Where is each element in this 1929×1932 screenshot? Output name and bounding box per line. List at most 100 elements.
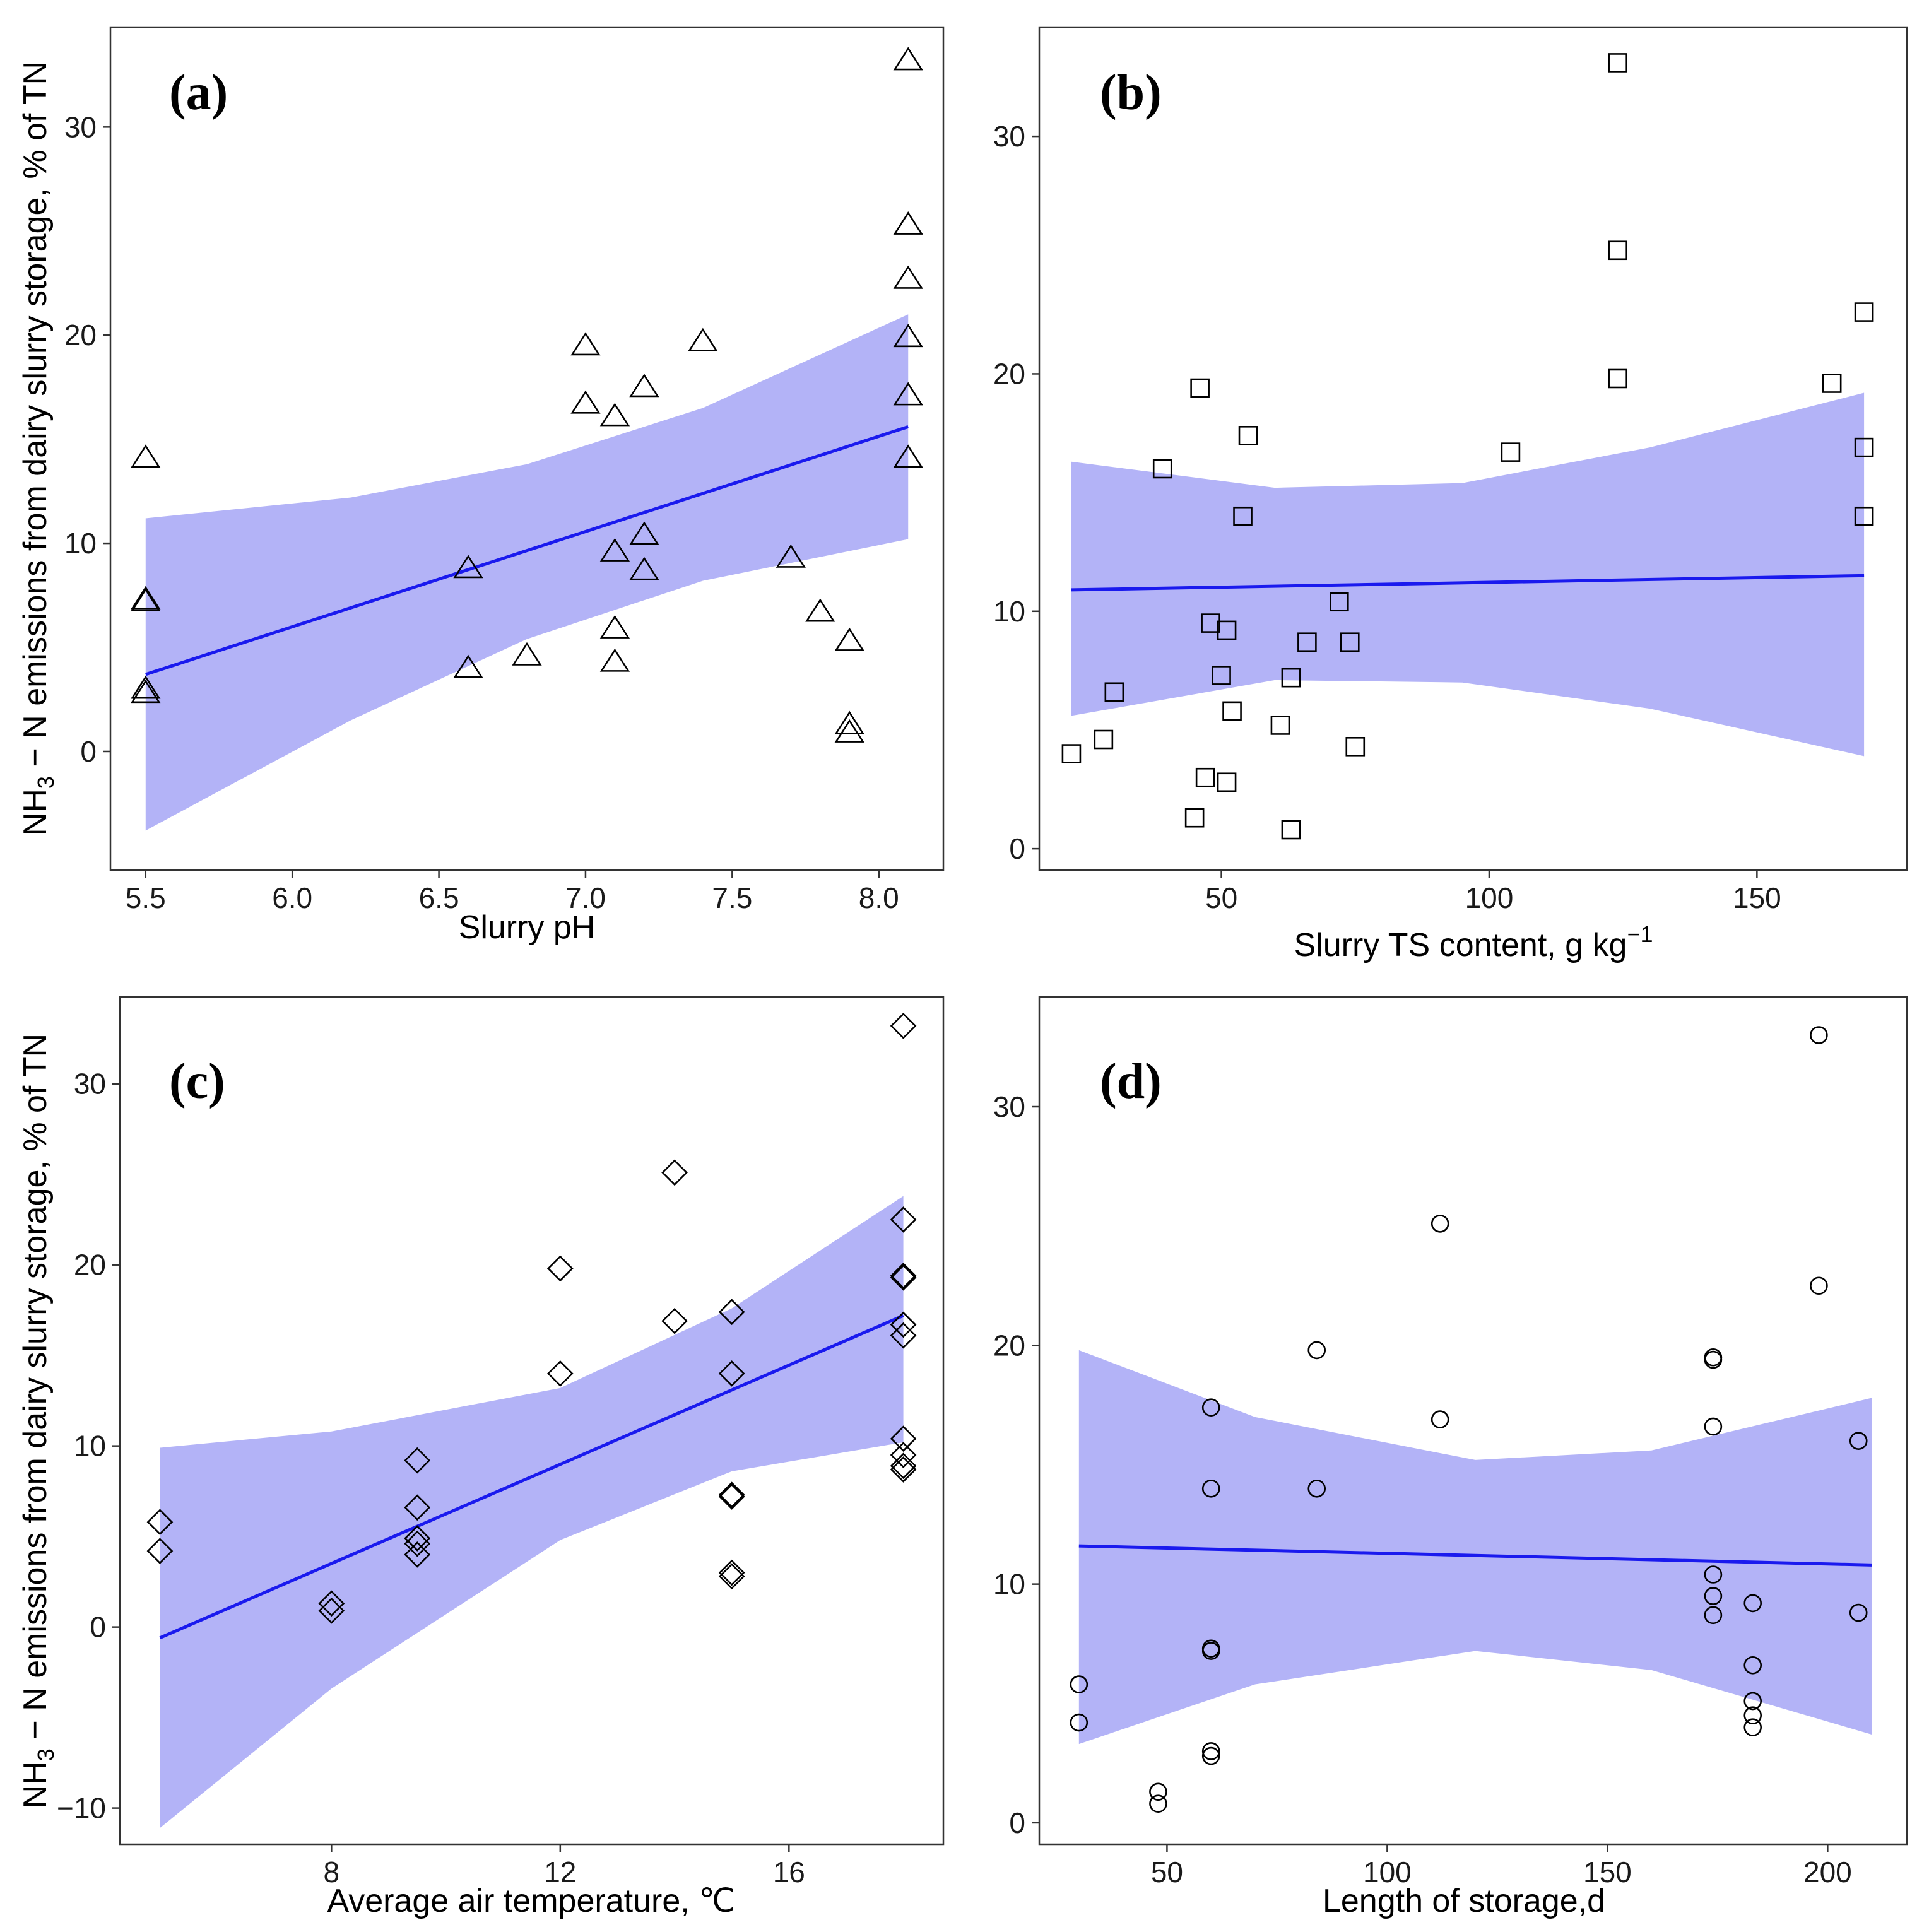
data-point xyxy=(893,444,923,468)
data-point xyxy=(661,1159,688,1186)
data-point xyxy=(1743,1656,1762,1675)
data-point xyxy=(1307,1480,1326,1498)
confidence-band xyxy=(160,1196,904,1829)
x-tick-label: 7.0 xyxy=(565,881,606,914)
panel-label: (c) xyxy=(169,1054,225,1109)
y-axis-title-prefix: NH xyxy=(17,789,54,836)
data-point xyxy=(1743,1706,1762,1725)
data-point xyxy=(893,211,923,235)
y-tick-label: 10 xyxy=(993,595,1025,628)
data-point xyxy=(1222,701,1242,721)
y-tick-label: 30 xyxy=(993,1090,1025,1123)
data-point xyxy=(404,1541,431,1568)
data-point xyxy=(1704,1565,1723,1584)
x-axis-title: Slurry TS content, g kg−1 xyxy=(1294,921,1653,963)
y-tick-label: 0 xyxy=(90,1611,106,1644)
x-tick-label: 12 xyxy=(544,1856,576,1888)
data-point xyxy=(1854,302,1874,322)
x-tick-label: 150 xyxy=(1583,1856,1632,1888)
data-point xyxy=(1608,368,1627,389)
data-point xyxy=(834,710,864,734)
y-axis-title-suffix: − N emissions from dairy slurry storage,… xyxy=(17,61,54,776)
fit-line xyxy=(159,1314,904,1640)
x-axis-title-exponent: −1 xyxy=(1627,921,1653,947)
data-point xyxy=(1195,767,1215,787)
y-axis: −10 0 10 20 30 xyxy=(57,1068,120,1825)
x-tick-label: 6.0 xyxy=(272,881,312,914)
plot-frame xyxy=(1038,26,1908,871)
data-point xyxy=(718,1483,745,1510)
data-point xyxy=(570,390,601,414)
points-layer xyxy=(1061,53,1874,840)
data-point xyxy=(131,675,161,699)
data-point xyxy=(1810,1276,1828,1295)
confidence-band xyxy=(1078,1350,1872,1745)
data-point xyxy=(890,1013,917,1039)
data-point xyxy=(318,1597,345,1624)
plot-frame xyxy=(109,26,945,871)
data-point xyxy=(546,1255,574,1282)
data-point xyxy=(131,588,161,612)
data-point xyxy=(629,374,659,398)
x-axis: 8 12 16 xyxy=(324,1844,805,1888)
fit-line-layer xyxy=(159,1314,904,1640)
x-tick-label: 6.5 xyxy=(419,881,459,914)
data-point xyxy=(1704,1350,1723,1369)
fit-line-layer xyxy=(145,425,909,676)
data-point xyxy=(599,648,630,672)
data-point xyxy=(1704,1587,1723,1605)
data-point xyxy=(1149,1794,1167,1813)
data-point xyxy=(1094,729,1114,750)
y-tick-label: 0 xyxy=(80,735,97,768)
data-point xyxy=(893,324,923,348)
confidence-band-area xyxy=(1078,1350,1872,1745)
data-point xyxy=(570,332,601,356)
data-point xyxy=(1608,53,1627,73)
data-point xyxy=(718,1481,745,1508)
y-tick-label: 20 xyxy=(993,357,1025,390)
data-point xyxy=(1233,506,1253,526)
data-point xyxy=(890,1425,917,1452)
data-point xyxy=(1184,808,1205,828)
x-axis: 50 100 150 200 xyxy=(1151,1844,1852,1888)
x-axis-title: Average air temperature, ℃ xyxy=(327,1883,735,1919)
points-layer xyxy=(146,1013,917,1624)
data-point xyxy=(890,1322,917,1349)
x-tick-label: 8 xyxy=(324,1856,340,1888)
data-point xyxy=(1201,1642,1220,1660)
data-point xyxy=(1201,1746,1220,1765)
data-point xyxy=(1217,772,1237,792)
x-tick-label: 5.5 xyxy=(126,881,166,914)
data-point xyxy=(688,327,718,351)
y-tick-label: 20 xyxy=(74,1249,106,1281)
x-axis-title: Length of storage,d xyxy=(1323,1883,1605,1919)
x-tick-label: 8.0 xyxy=(859,881,899,914)
data-point xyxy=(890,1264,917,1291)
x-tick-label: 50 xyxy=(1205,881,1237,914)
panel-label: (d) xyxy=(1100,1054,1162,1109)
x-tick-label: 150 xyxy=(1733,881,1781,914)
y-tick-label: 30 xyxy=(993,120,1025,153)
panel-label: (b) xyxy=(1100,65,1162,121)
y-tick-label: 10 xyxy=(64,527,97,560)
data-point xyxy=(1201,613,1220,633)
data-point xyxy=(834,627,864,651)
data-point xyxy=(453,654,483,678)
data-point xyxy=(1501,442,1521,462)
data-point xyxy=(890,1442,917,1468)
x-axis-title: Slurry pH xyxy=(459,909,596,946)
fit-line-layer xyxy=(1078,1544,1872,1567)
fit-line xyxy=(1078,1544,1872,1567)
panel-b: 50 100 150 0 10 20 30 (b) Slurry TS content, … xyxy=(993,26,1908,963)
y-tick-label: 0 xyxy=(1009,832,1025,865)
data-point xyxy=(1822,374,1842,393)
y-tick-label: 0 xyxy=(1009,1806,1025,1839)
data-point xyxy=(718,1299,745,1326)
data-point xyxy=(599,615,630,639)
data-point xyxy=(1810,1026,1828,1044)
data-point xyxy=(1849,1432,1868,1450)
data-point xyxy=(805,598,835,622)
data-point xyxy=(1330,592,1349,612)
confidence-band-area xyxy=(1071,392,1865,757)
y-axis-title-subscript: 3 xyxy=(33,1748,59,1761)
